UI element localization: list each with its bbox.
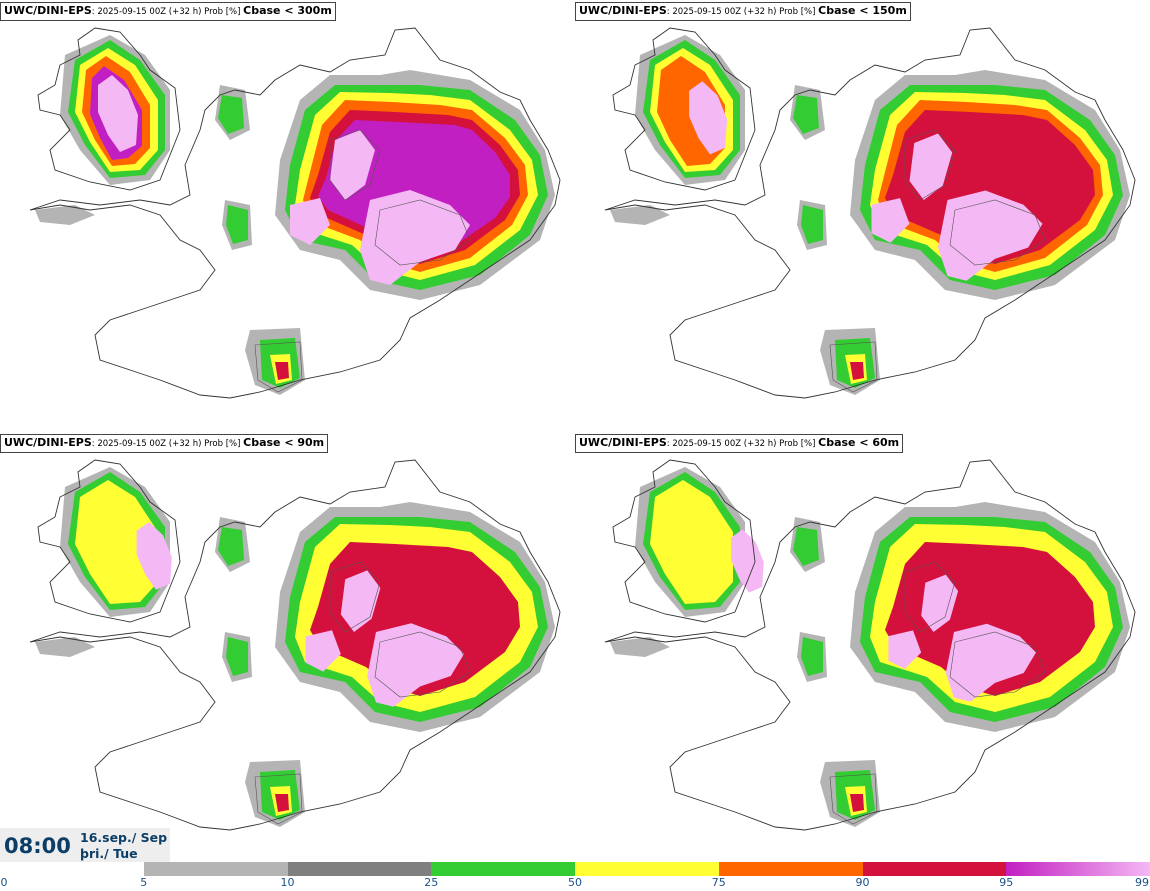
valid-time: 08:00 [4, 834, 71, 858]
probability-area-grey_light [610, 205, 670, 225]
panel-info: : 2025-09-15 00Z (+32 h) Prob [%] [91, 439, 244, 449]
panel-model: UWC/DINI-EPS [4, 436, 92, 449]
panel-info: : 2025-09-15 00Z (+32 h) Prob [%] [666, 7, 819, 17]
map-panel-4: UWC/DINI-EPS: 2025-09-15 00Z (+32 h) Pro… [575, 432, 1150, 862]
probability-area-green [801, 205, 823, 244]
probability-area-pink [340, 570, 381, 632]
probability-area-pink [871, 198, 910, 243]
probability-area-pink [360, 190, 470, 285]
colorbar-segment [1006, 862, 1150, 876]
probability-area-pink [888, 630, 922, 669]
probability-area-pink [330, 130, 375, 200]
glacier-contour [329, 561, 381, 633]
probability-area-pink [938, 190, 1043, 281]
probability-area-red [850, 362, 864, 380]
panel-title: UWC/DINI-EPS: 2025-09-15 00Z (+32 h) Pro… [0, 434, 329, 453]
colorbar-tick: 5 [140, 876, 148, 889]
coastline [29, 27, 561, 399]
panel-parameter: Cbase < 60m [818, 436, 900, 449]
map-panel-1: UWC/DINI-EPS: 2025-09-15 00Z (+32 h) Pro… [0, 0, 575, 430]
glacier-contour [829, 341, 878, 393]
iceland-map [604, 459, 1136, 831]
iceland-map [604, 27, 1136, 399]
panel-title: UWC/DINI-EPS: 2025-09-15 00Z (+32 h) Pro… [575, 434, 904, 453]
colorbar-tick: 75 [711, 876, 726, 889]
probability-area-grey_light [610, 637, 670, 657]
probability-area-red [850, 794, 864, 812]
probability-area-pink [290, 198, 330, 245]
colorbar-tick: 10 [280, 876, 295, 889]
probability-area-pink [367, 623, 464, 707]
panel-title: UWC/DINI-EPS: 2025-09-15 00Z (+32 h) Pro… [0, 2, 336, 21]
panel-parameter: Cbase < 300m [243, 4, 332, 17]
panel-model: UWC/DINI-EPS [4, 4, 92, 17]
glacier-contour [829, 773, 878, 825]
panel-model: UWC/DINI-EPS [579, 436, 667, 449]
colorbar-segment [862, 862, 1007, 876]
colorbar-segment [0, 862, 144, 876]
probability-area-green [218, 527, 244, 566]
map-panel-3: UWC/DINI-EPS: 2025-09-15 00Z (+32 h) Pro… [0, 432, 575, 862]
probability-area-pink [98, 75, 138, 152]
colorbar-tick: 95 [999, 876, 1014, 889]
map-panel-2: UWC/DINI-EPS: 2025-09-15 00Z (+32 h) Pro… [575, 0, 1150, 430]
probability-area-green [801, 637, 823, 676]
probability-area-pink [689, 81, 728, 155]
probability-area-pink [730, 529, 764, 593]
probability-area-green [226, 637, 248, 676]
colorbar-segment [718, 862, 863, 876]
valid-date: 16.sep./ Sep þri./ Tue [80, 830, 167, 862]
colorbar-segment [287, 862, 432, 876]
colorbar-segment [575, 862, 719, 876]
panel-parameter: Cbase < 150m [818, 4, 907, 17]
colorbar-segment [431, 862, 575, 876]
panel-info: : 2025-09-15 00Z (+32 h) Prob [%] [91, 7, 244, 17]
probability-area-pink [305, 630, 341, 672]
valid-date-line2: þri./ Tue [80, 846, 138, 861]
colorbar-tick: 25 [424, 876, 439, 889]
probability-area-pink [921, 574, 959, 632]
glacier-contour [904, 561, 956, 633]
glacier-contour [374, 199, 471, 266]
glacier-contour [949, 199, 1046, 266]
panel-title: UWC/DINI-EPS: 2025-09-15 00Z (+32 h) Pro… [575, 2, 911, 21]
colorbar-tick: 50 [568, 876, 582, 889]
probability-area-red [275, 362, 289, 380]
glacier-contour [254, 773, 303, 825]
colorbar-tick: 0 [0, 876, 8, 889]
probability-area-grey_light [35, 205, 95, 225]
glacier-contour [254, 341, 303, 393]
colorbar-segment [143, 862, 288, 876]
probability-area-pink [909, 133, 953, 201]
probability-area-green [218, 95, 244, 134]
probability-area-pink [945, 623, 1036, 702]
panel-parameter: Cbase < 90m [243, 436, 325, 449]
glacier-contour [949, 631, 1046, 698]
probability-area-red [275, 794, 289, 812]
glacier-contour [374, 631, 471, 698]
coastline [604, 459, 1136, 831]
probability-area-green [793, 95, 819, 134]
probability-area-yellow [650, 480, 733, 604]
colorbar-tick: 90 [855, 876, 870, 889]
glacier-contour [904, 129, 956, 201]
colorbar-tick: 99 [1135, 876, 1149, 889]
probability-area-green [793, 527, 819, 566]
probability-area-green [226, 205, 248, 244]
probability-area-pink [136, 522, 172, 590]
glacier-contour [329, 129, 381, 201]
iceland-map [29, 459, 561, 831]
valid-date-line1: 16.sep./ Sep [80, 830, 168, 845]
coastline [604, 27, 1136, 399]
panel-info: : 2025-09-15 00Z (+32 h) Prob [%] [666, 439, 819, 449]
panel-model: UWC/DINI-EPS [579, 4, 667, 17]
probability-area-grey_light [35, 637, 95, 657]
coastline [29, 459, 561, 831]
iceland-map [29, 27, 561, 399]
probability-area-yellow [75, 480, 158, 604]
valid-time-box: 08:00 16.sep./ Sep þri./ Tue [0, 828, 170, 864]
colorbar: 0 5 10 25 50 75 90 95 99 [0, 862, 1150, 891]
